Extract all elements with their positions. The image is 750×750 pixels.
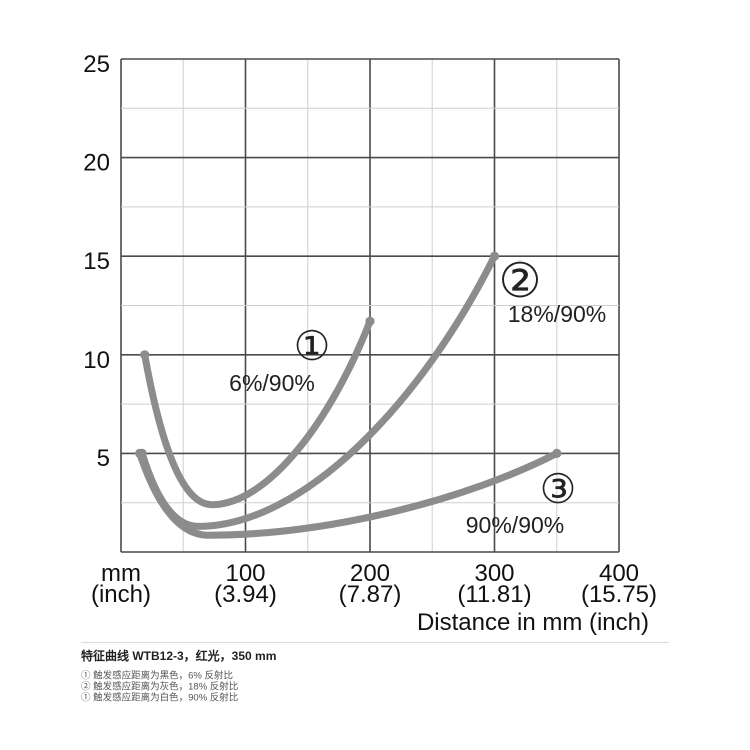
svg-text:(7.87): (7.87) <box>339 581 402 608</box>
svg-text:(inch): (inch) <box>91 581 151 608</box>
svg-text:(11.81): (11.81) <box>457 581 531 608</box>
svg-text:15: 15 <box>83 248 110 275</box>
svg-text:20: 20 <box>83 150 110 177</box>
svg-text:5: 5 <box>97 445 110 472</box>
svg-text:① 触发感应距离为黑色，6% 反射比: ① 触发感应距离为黑色，6% 反射比 <box>81 670 233 682</box>
svg-text:18%/90%: 18%/90% <box>508 301 606 327</box>
svg-text:③: ③ <box>540 466 577 512</box>
svg-text:Distance in mm (inch): Distance in mm (inch) <box>417 609 649 636</box>
svg-text:特征曲线 WTB12-3，红光，350 mm: 特征曲线 WTB12-3，红光，350 mm <box>81 648 276 663</box>
svg-text:25: 25 <box>83 51 110 78</box>
svg-text:90%/90%: 90%/90% <box>466 512 564 538</box>
svg-text:② 触发感应距离为灰色，18% 反射比: ② 触发感应距离为灰色，18% 反射比 <box>81 681 238 693</box>
svg-text:6%/90%: 6%/90% <box>229 370 315 396</box>
svg-text:① 触发感应距离为白色，90% 反射比: ① 触发感应距离为白色，90% 反射比 <box>81 692 238 704</box>
svg-text:①: ① <box>294 323 331 369</box>
svg-text:10: 10 <box>83 347 110 374</box>
svg-text:(15.75): (15.75) <box>581 581 657 608</box>
svg-text:(3.94): (3.94) <box>214 581 277 608</box>
